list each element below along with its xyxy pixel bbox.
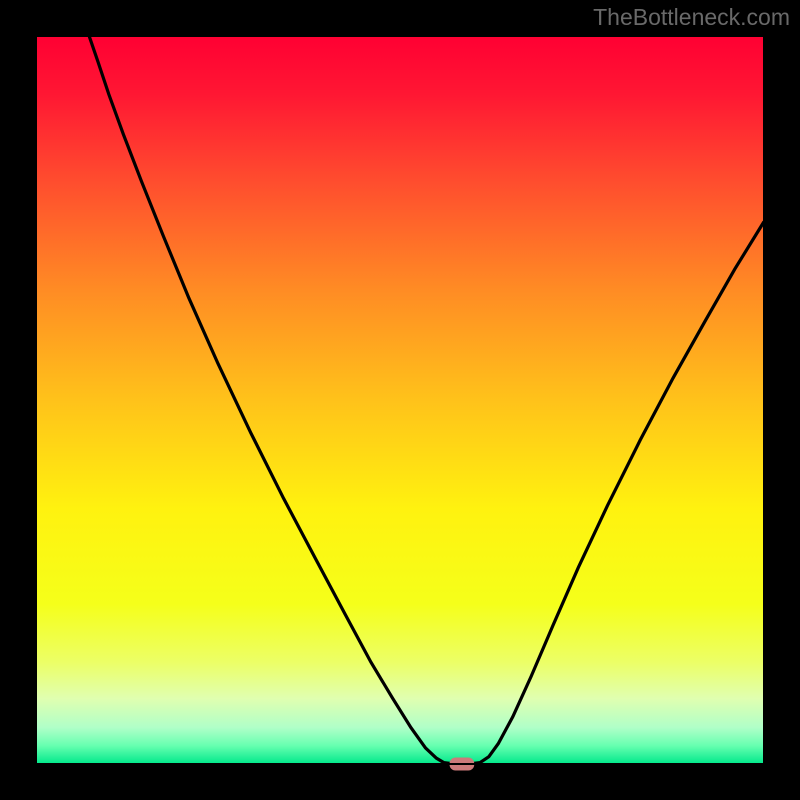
chart-background (36, 36, 764, 764)
bottleneck-chart (0, 0, 800, 800)
watermark-text: TheBottleneck.com (593, 4, 790, 31)
